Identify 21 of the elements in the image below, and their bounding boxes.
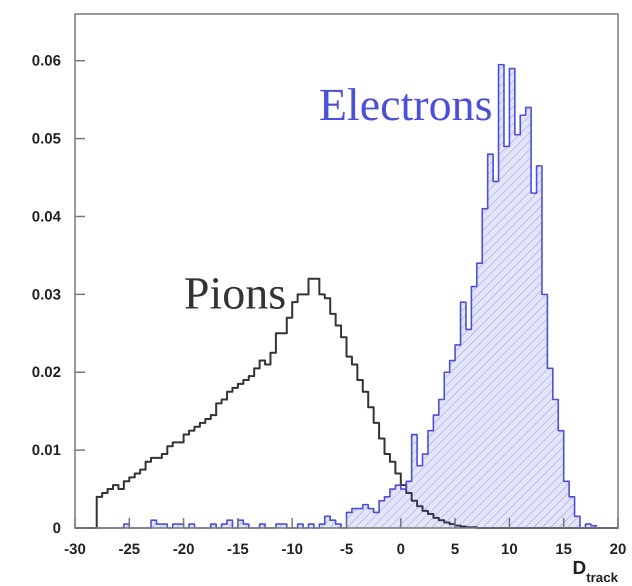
y-tick-label: 0.01 <box>32 442 61 460</box>
series-label: Pions <box>184 268 286 319</box>
x-tick-label: -10 <box>281 541 304 558</box>
series-label: Electrons <box>318 79 493 130</box>
y-tick-label: 0.06 <box>32 52 61 70</box>
x-tick-label: 0 <box>396 541 405 558</box>
y-tick-label: 0 <box>52 520 61 537</box>
x-tick-label: 20 <box>610 541 626 558</box>
y-tick-label: 0.03 <box>32 286 61 304</box>
y-tick-label: 0.05 <box>32 130 61 148</box>
x-tick-label: 5 <box>450 541 460 558</box>
x-axis-title: D$_{track}$ <box>572 558 619 584</box>
x-tick-label: -30 <box>64 541 86 558</box>
y-tick-label: 0.04 <box>32 208 62 226</box>
y-tick-label: 0.02 <box>32 364 61 382</box>
x-tick-label: 15 <box>555 541 572 558</box>
x-tick-label: -5 <box>340 541 354 558</box>
x-tick-label: -25 <box>118 541 140 558</box>
x-tick-label: -15 <box>227 541 249 558</box>
x-tick-label: 10 <box>501 541 518 558</box>
x-tick-label: -20 <box>172 541 194 558</box>
